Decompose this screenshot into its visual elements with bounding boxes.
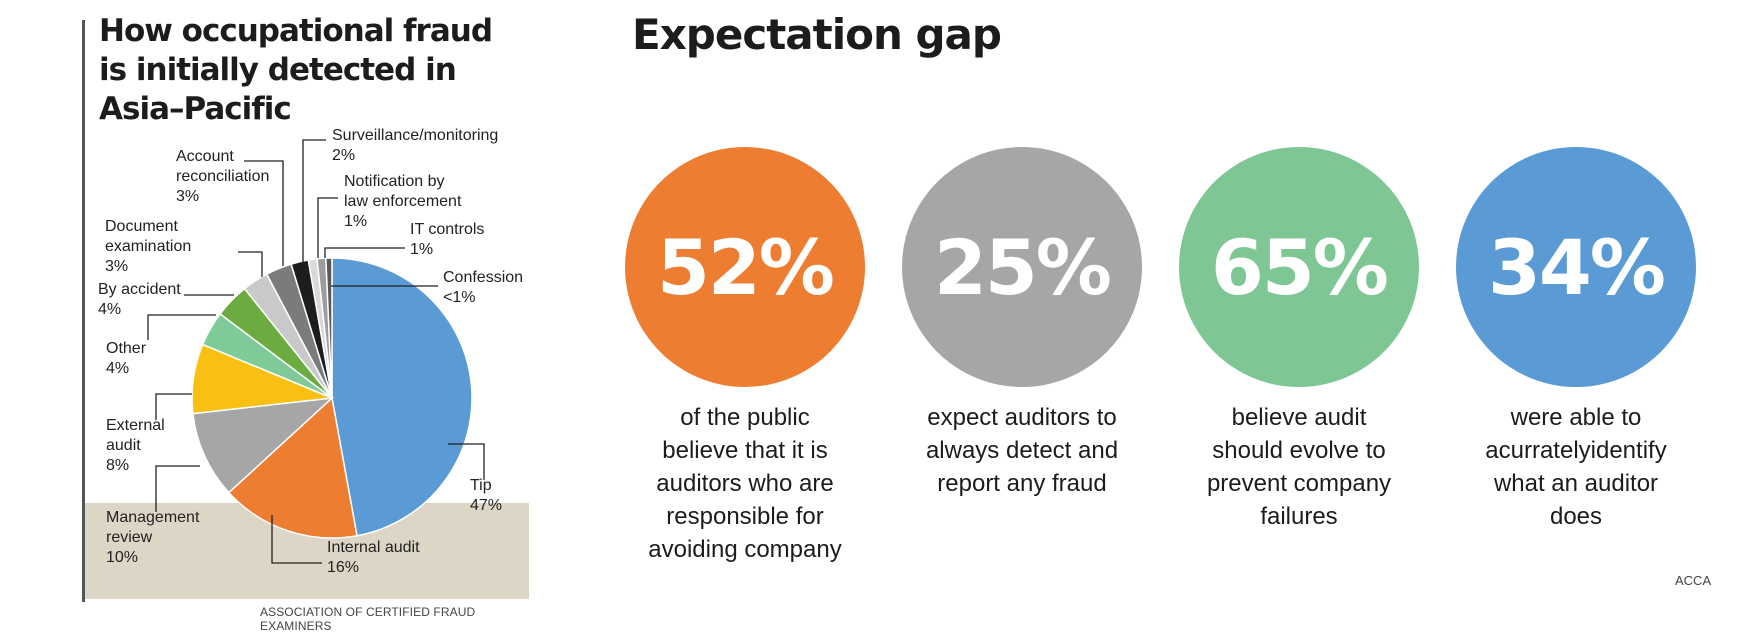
stat-value: 25%: [934, 222, 1112, 312]
pie-label-line: Management: [106, 509, 200, 526]
pie-slice-tip: [331, 257, 473, 537]
pie-label-surveillance-monitoring: Surveillance/monitoring 2%: [332, 127, 498, 164]
pie-slice-confession: [325, 257, 333, 399]
expectation-gap-title: Expectation gap: [632, 10, 1002, 59]
stat-card-audit-evolve: 65% believe audit should evolve to preve…: [1174, 147, 1424, 533]
stat-description: were able to acurratelyidentify what an …: [1485, 404, 1667, 530]
pie-label-line: Surveillance/monitoring: [332, 127, 498, 144]
pie-label-line: By accident: [98, 281, 181, 298]
stat-value: 34%: [1488, 222, 1666, 312]
pie-slice-internal-audit: [227, 396, 358, 539]
pie-slice-management-review: [192, 396, 335, 494]
leader-line-external-audit: [155, 393, 192, 420]
pie-label-document-examination: Document examination 3%: [105, 218, 191, 275]
pie-label-external-audit: External audit 8%: [106, 417, 165, 474]
leader-line-document-examination: [238, 251, 263, 277]
leader-line-account-reconciliation: [244, 160, 284, 266]
leader-line-surveillance-monitoring: [302, 139, 326, 262]
pie-label-line: Document: [105, 218, 178, 235]
leader-line-it-controls: [324, 247, 405, 258]
stat-circle: 34%: [1456, 147, 1696, 387]
stat-card-identify-auditor: 34% were able to acurratelyidentify what…: [1451, 147, 1701, 533]
pie-label-line: Other: [106, 340, 147, 357]
stat-card-public-belief: 52% of the public believe that it is aud…: [620, 147, 870, 566]
pie-label-line: 2%: [332, 147, 355, 164]
pie-label-line: law enforcement: [344, 193, 462, 210]
pie-label-line: Internal audit: [327, 539, 420, 556]
stat-circle: 52%: [625, 147, 865, 387]
pie-label-line: Confession: [443, 269, 523, 286]
expectation-gap-source-credit: ACCA: [1675, 573, 1712, 588]
left-vertical-rule: [82, 20, 85, 602]
pie-label-line: IT controls: [410, 221, 484, 238]
pie-label-account-reconciliation: Account reconciliation 3%: [176, 148, 269, 205]
pie-label-line: 3%: [176, 188, 199, 205]
stat-circle: 65%: [1179, 147, 1419, 387]
pie-label-line: 16%: [327, 559, 359, 576]
leader-line-other: [147, 314, 216, 340]
pie-label-line: 47%: [470, 497, 502, 514]
stat-description: believe audit should evolve to prevent c…: [1206, 404, 1392, 530]
pie-label-line: 10%: [106, 549, 138, 566]
pie-label-line: 1%: [344, 213, 367, 230]
pie-label-line: 4%: [106, 360, 129, 377]
pie-label-notification-by-law-enforcement: Notification by law enforcement 1%: [344, 173, 462, 230]
stat-value: 65%: [1211, 222, 1389, 312]
pie-label-line: Notification by: [344, 173, 445, 190]
pie-label-line: Account: [176, 148, 234, 165]
pie-label-line: 8%: [106, 457, 129, 474]
pie-label-management-review: Management review 10%: [106, 509, 200, 566]
pie-label-other: Other 4%: [106, 340, 147, 377]
stat-description: expect auditors to always detect and rep…: [925, 404, 1119, 497]
leader-line-management-review: [155, 465, 200, 512]
pie-label-line: Tip: [470, 477, 492, 494]
pie-label-line: audit: [106, 437, 141, 454]
pie-label-line: <1%: [443, 289, 475, 306]
pie-label-line: examination: [105, 238, 191, 255]
pie-source-credit: ASSOCIATION OF CERTIFIED FRAUD EXAMINERS: [260, 605, 476, 633]
leader-line-tip: [448, 443, 485, 480]
pie-label-internal-audit: Internal audit 16%: [327, 539, 420, 576]
pie-label-confession: Confession <1%: [443, 269, 523, 306]
pie-label-it-controls: IT controls 1%: [410, 221, 484, 258]
stat-description: of the public believe that it is auditor…: [648, 404, 842, 563]
pie-label-line: External: [106, 417, 165, 434]
pie-label-line: 1%: [410, 241, 433, 258]
stat-card-expect-detection: 25% expect auditors to always detect and…: [897, 147, 1147, 500]
leader-line-notification-by-law-enforcement: [317, 197, 338, 258]
fraud-detection-panel: How occupational fraud is initially dete…: [0, 0, 540, 641]
pie-label-line: reconciliation: [176, 168, 269, 185]
stat-value: 52%: [657, 222, 835, 312]
pie-chart-title: How occupational fraud is initially dete…: [99, 13, 493, 127]
pie-label-by-accident: By accident 4%: [98, 281, 181, 318]
pie-label-tip: Tip 47%: [470, 477, 502, 514]
pie-label-line: 3%: [105, 258, 128, 275]
stat-circle: 25%: [902, 147, 1142, 387]
pie-label-line: review: [106, 529, 153, 546]
pie-label-line: 4%: [98, 301, 121, 318]
leader-line-internal-audit: [271, 515, 322, 564]
pie-chart: Tip 47% Internal audit 16% Management review 1…: [85, 127, 529, 599]
